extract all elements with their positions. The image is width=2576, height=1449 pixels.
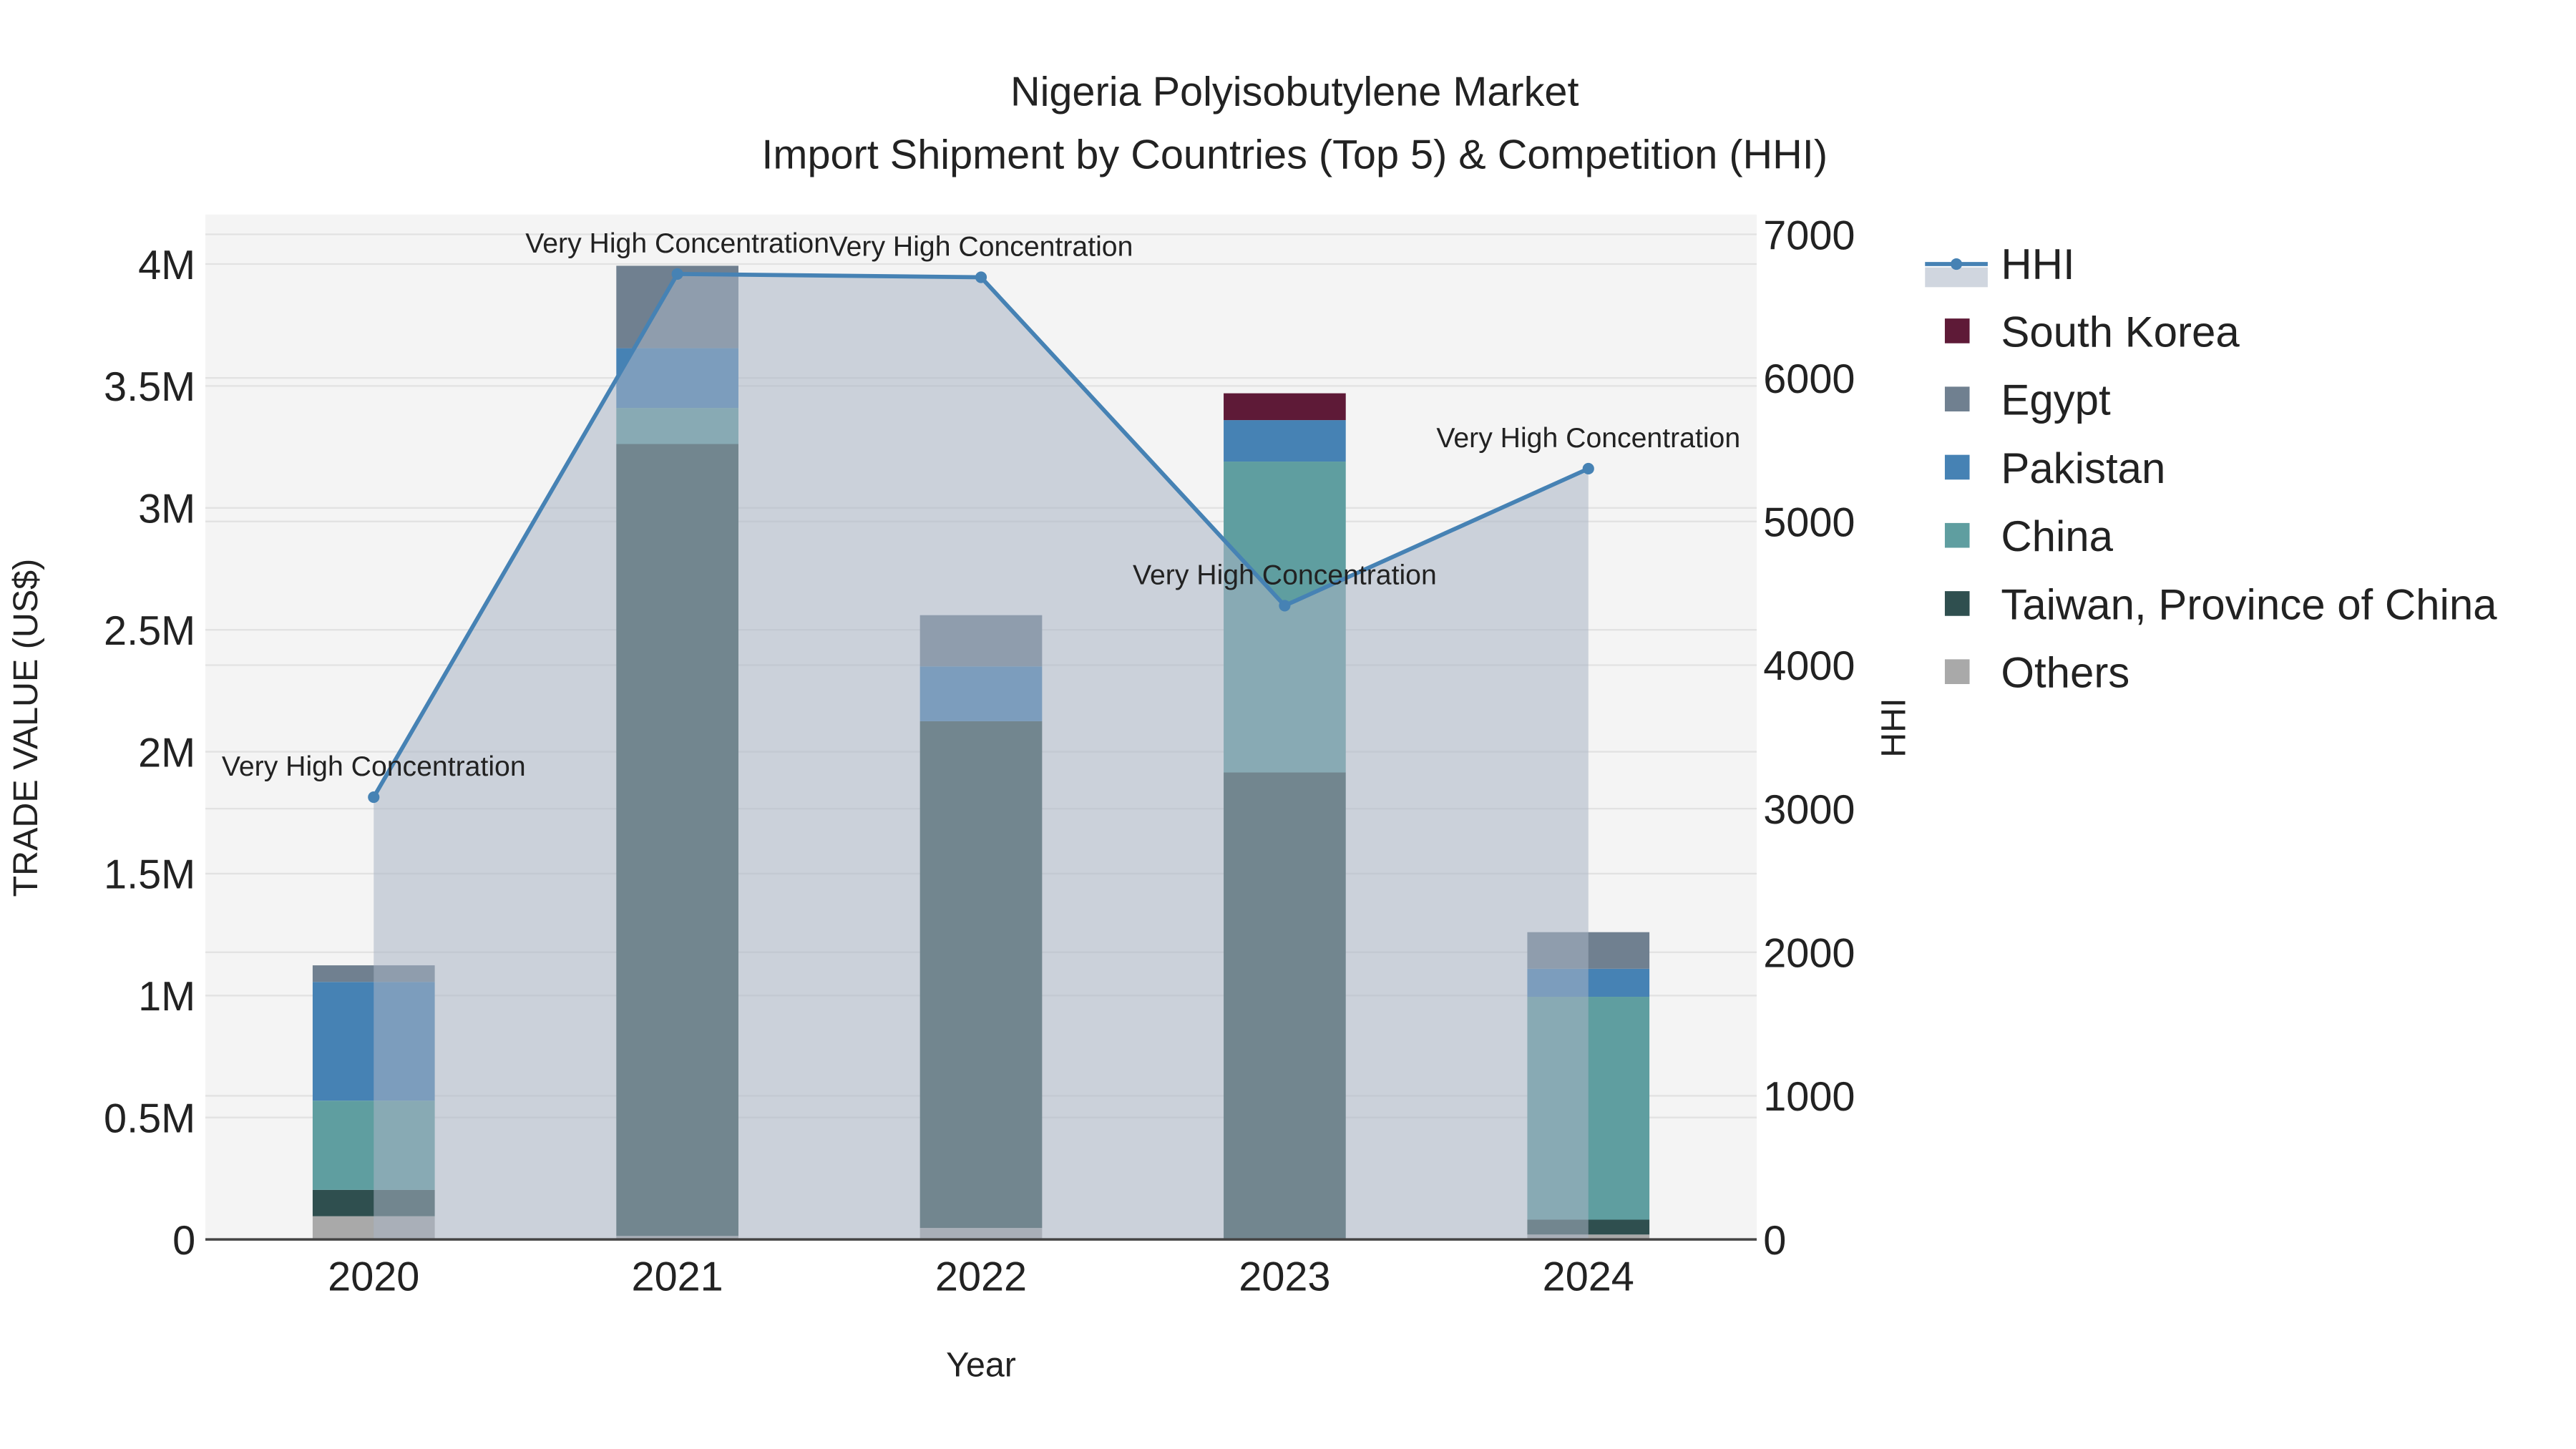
x-axis-label: Year bbox=[946, 1346, 1016, 1385]
hhi-area bbox=[374, 273, 1589, 1240]
hhi-point bbox=[368, 791, 380, 804]
y-tick-label: 0.5M bbox=[104, 1096, 195, 1141]
hhi-annotation: Very High Concentration bbox=[525, 228, 829, 259]
hhi-annotation: Very High Concentration bbox=[222, 751, 526, 782]
y-axis-label: TRADE VALUE (US$) bbox=[6, 559, 45, 897]
hhi-point bbox=[1582, 462, 1594, 475]
y2-tick-label: 3000 bbox=[1763, 787, 1855, 833]
y-tick-label: 3M bbox=[138, 487, 195, 532]
hhi-annotation: Very High Concentration bbox=[829, 232, 1133, 263]
legend-swatch bbox=[1944, 522, 1970, 548]
x-tick-label: 2023 bbox=[1239, 1254, 1330, 1300]
legend-hhi-swatch bbox=[1925, 267, 1988, 288]
x-tick-label: 2022 bbox=[935, 1254, 1027, 1300]
x-tick-label: 2020 bbox=[328, 1254, 419, 1300]
y2-tick-label: 5000 bbox=[1763, 500, 1855, 546]
y2-tick-label: 1000 bbox=[1763, 1074, 1855, 1120]
y-tick-label: 3.5M bbox=[104, 364, 195, 410]
hhi-point bbox=[671, 268, 683, 280]
y-tick-label: 2.5M bbox=[104, 608, 195, 654]
legend-swatch bbox=[1944, 386, 1970, 411]
legend-swatch bbox=[1944, 659, 1970, 684]
bar-pakistan-2023 bbox=[1224, 420, 1346, 462]
hhi-annotation: Very High Concentration bbox=[1436, 423, 1740, 454]
y-tick-label: 0 bbox=[172, 1218, 195, 1264]
y2-axis-label: HHI bbox=[1875, 698, 1913, 757]
chart-subtitle: Import Shipment by Countries (Top 5) & C… bbox=[761, 132, 1828, 177]
legend-label: HHI bbox=[2001, 240, 2074, 288]
hhi-annotation: Very High Concentration bbox=[1133, 560, 1437, 590]
x-tick-label: 2021 bbox=[632, 1254, 723, 1300]
legend-label: Egypt bbox=[2001, 376, 2111, 424]
legend-swatch bbox=[1944, 591, 1970, 616]
legend-label: Taiwan, Province of China bbox=[2001, 580, 2497, 628]
legend-hhi-marker bbox=[1951, 258, 1963, 270]
y2-tick-label: 6000 bbox=[1763, 356, 1855, 402]
y-tick-label: 1M bbox=[138, 974, 195, 1020]
hhi-point bbox=[1279, 600, 1291, 612]
legend-label: Pakistan bbox=[2001, 444, 2165, 492]
legend-swatch bbox=[1944, 454, 1970, 480]
y-tick-label: 4M bbox=[138, 243, 195, 288]
x-tick-label: 2024 bbox=[1543, 1254, 1634, 1300]
y2-tick-label: 2000 bbox=[1763, 931, 1855, 977]
y-tick-label: 1.5M bbox=[104, 852, 195, 898]
bar-south-korea-2023 bbox=[1224, 393, 1346, 421]
y2-tick-label: 4000 bbox=[1763, 643, 1855, 689]
legend-label: South Korea bbox=[2001, 308, 2240, 356]
y-tick-label: 2M bbox=[138, 730, 195, 776]
y2-tick-label: 7000 bbox=[1763, 213, 1855, 258]
y2-tick-label: 0 bbox=[1763, 1218, 1786, 1264]
chart-title: Nigeria Polyisobutylene Market bbox=[1010, 69, 1579, 115]
legend-swatch bbox=[1944, 318, 1970, 343]
legend-label: Others bbox=[2001, 649, 2129, 697]
hhi-point bbox=[975, 271, 987, 283]
legend-label: China bbox=[2001, 512, 2113, 560]
